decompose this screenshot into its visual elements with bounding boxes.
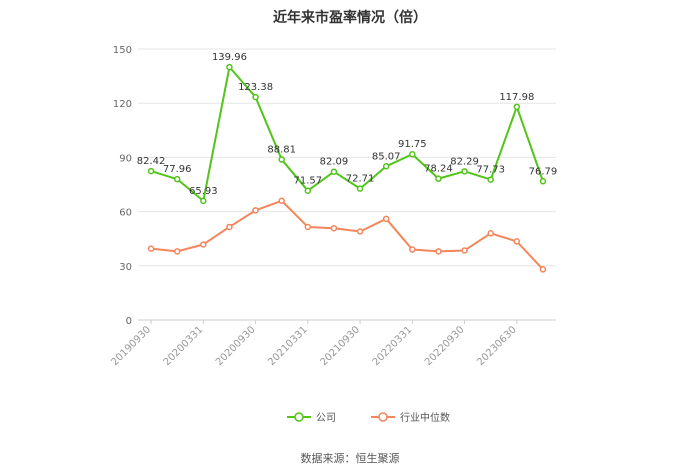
data-label: 82.09	[320, 157, 349, 168]
data-point	[147, 167, 155, 175]
data-point	[382, 163, 390, 170]
data-point	[435, 175, 442, 182]
series-line	[150, 199, 544, 271]
y-tick-label: 30	[119, 262, 132, 273]
series-line	[150, 66, 544, 202]
data-label: 91.75	[398, 139, 427, 150]
x-tick-label: 20210930	[318, 324, 362, 368]
data-point	[435, 248, 442, 255]
legend-label: 行业中位数	[400, 411, 450, 424]
data-label: 76.79	[529, 166, 558, 177]
data-point	[278, 156, 285, 163]
data-point	[147, 245, 155, 252]
x-tick-label: 20220930	[423, 324, 467, 368]
data-point	[278, 197, 285, 205]
data-point	[409, 246, 416, 253]
data-label: 65.93	[189, 186, 218, 197]
data-point	[226, 63, 233, 71]
y-tick-label: 120	[113, 99, 132, 110]
legend-swatch-marker	[378, 412, 388, 422]
x-tick-label: 20220331	[371, 324, 415, 368]
data-label: 82.42	[137, 156, 166, 167]
data-point	[409, 150, 416, 158]
chart-title: 近年来市盈率情况（倍）	[273, 10, 427, 26]
y-tick-label: 0	[126, 316, 132, 327]
data-point	[539, 266, 547, 273]
y-tick-label: 60	[119, 208, 132, 219]
data-point	[252, 207, 259, 214]
data-label: 117.98	[499, 92, 534, 103]
x-tick-label: 20190930	[109, 324, 153, 368]
data-label: 77.96	[163, 164, 192, 175]
data-label: 78.24	[424, 164, 453, 175]
data-point	[382, 215, 390, 223]
data-point	[173, 248, 181, 255]
data-label: 85.07	[372, 151, 401, 162]
data-point	[330, 168, 338, 175]
data-point	[330, 224, 338, 232]
data-label: 123.38	[238, 82, 273, 93]
data-label: 139.96	[212, 52, 247, 63]
data-point	[252, 93, 259, 101]
data-point	[173, 175, 181, 183]
x-tick-label: 20200930	[214, 324, 258, 368]
x-tick-label: 20210331	[266, 324, 310, 368]
y-tick-label: 150	[113, 45, 132, 56]
legend-label: 公司	[316, 413, 336, 424]
data-point	[356, 185, 364, 192]
data-point	[513, 238, 521, 245]
data-point	[539, 178, 547, 185]
data-point	[304, 223, 312, 231]
data-label: 82.29	[450, 156, 479, 167]
data-point	[304, 187, 312, 194]
data-label: 88.81	[267, 145, 296, 156]
legend-swatch-marker	[294, 412, 304, 422]
data-label: 72.71	[346, 174, 375, 185]
data-source: 数据来源：恒生聚源	[300, 452, 400, 465]
data-point	[461, 168, 468, 175]
data-point	[487, 230, 494, 237]
data-point	[356, 228, 364, 235]
x-tick-label: 20200331	[162, 324, 206, 368]
data-label: 77.73	[476, 165, 505, 176]
data-point	[487, 176, 494, 183]
data-label: 71.57	[293, 176, 322, 187]
data-point	[226, 223, 233, 231]
data-point	[513, 103, 521, 111]
data-point	[461, 247, 468, 254]
data-point	[200, 241, 207, 248]
x-tick-label: 20230630	[475, 324, 519, 368]
data-point	[200, 197, 207, 205]
y-tick-label: 90	[119, 153, 132, 164]
